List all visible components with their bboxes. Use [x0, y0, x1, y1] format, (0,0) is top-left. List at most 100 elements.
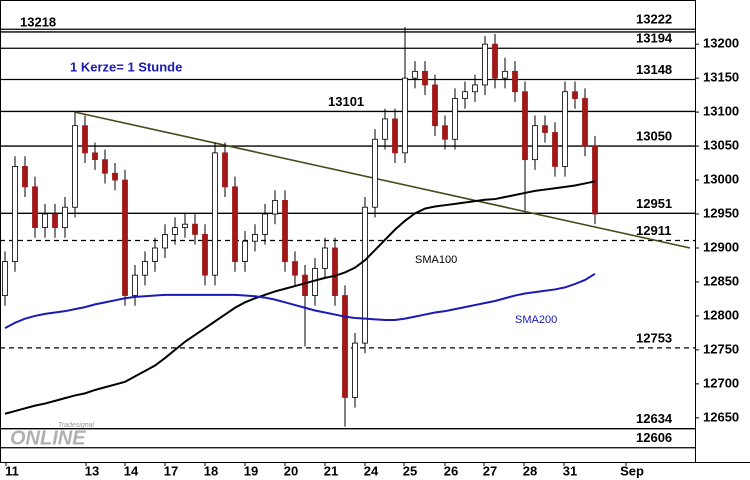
candle-body [512, 70, 518, 93]
trendline [74, 111, 691, 249]
candle-body [452, 98, 458, 140]
y-tick-label: 12750 [703, 341, 739, 356]
candle-body [282, 200, 288, 262]
x-tick-label: 31 [563, 463, 577, 478]
candle-body [492, 43, 498, 79]
candle-body [562, 91, 568, 167]
candle-body [432, 84, 438, 127]
candle-body [552, 132, 558, 167]
x-tick-label: 18 [204, 463, 218, 478]
candle-body [122, 179, 128, 296]
candle-body [152, 247, 158, 262]
candle-body [372, 138, 378, 208]
x-tick-label: 13 [85, 463, 99, 478]
candle-body [362, 206, 368, 344]
sma-line [4, 180, 596, 415]
annotation: 1 Kerze= 1 Stunde [70, 59, 182, 74]
level-label: 13148 [636, 62, 672, 77]
candle-body [472, 84, 478, 93]
x-tick-label: 26 [444, 463, 458, 478]
candle-body [592, 145, 598, 215]
y-tick-label: 13200 [703, 36, 739, 51]
candle-body [92, 152, 98, 161]
x-tick-label: 21 [324, 463, 338, 478]
candle-body [42, 213, 48, 229]
y-tick-label: 12900 [703, 239, 739, 254]
candle-body [332, 247, 338, 296]
candle-body [382, 118, 388, 140]
candle-body [212, 152, 218, 276]
x-tick-label: 17 [164, 463, 178, 478]
y-tick-label: 12950 [703, 205, 739, 220]
candle-body [402, 77, 408, 154]
candle-body [262, 213, 268, 235]
candle-body [482, 43, 488, 86]
level-label: 12634 [636, 411, 673, 426]
y-tick-label: 12700 [703, 375, 739, 390]
level-label: 12753 [636, 330, 672, 345]
x-tick-label: 19 [244, 463, 258, 478]
x-tick-label: 24 [364, 463, 379, 478]
candle-body [82, 125, 88, 154]
y-tick-label: 13150 [703, 70, 739, 85]
sma-line [4, 272, 596, 330]
series-label: SMA100 [415, 254, 457, 266]
candle-body [462, 91, 468, 99]
candle-body [162, 233, 168, 249]
candle-body [142, 261, 148, 276]
candle-body [22, 166, 28, 188]
level-label: 13218 [20, 14, 56, 29]
level-label: 12951 [636, 196, 672, 211]
candle-body [172, 227, 178, 235]
x-tick-label: 11 [5, 463, 19, 478]
candle-body [202, 233, 208, 276]
y-tick-label: 13000 [703, 171, 739, 186]
candle-body [72, 125, 78, 208]
y-tick-label: 12850 [703, 273, 739, 288]
x-tick-label: 28 [523, 463, 537, 478]
candle-body [132, 274, 138, 296]
x-tick-label: 14 [124, 463, 139, 478]
x-tick-label: 25 [403, 463, 417, 478]
x-tick-label: 20 [284, 463, 298, 478]
candle-body [182, 223, 188, 229]
y-tick-label: 13100 [703, 104, 739, 119]
level-label: 13101 [328, 94, 364, 109]
candle-body [32, 186, 38, 229]
candle-body [532, 125, 538, 161]
candle-body [322, 247, 328, 269]
logo: ONLINE [10, 427, 86, 449]
y-tick-label: 12650 [703, 409, 739, 424]
level-label: 13194 [636, 31, 673, 46]
candle-body [102, 159, 108, 174]
candle-body [582, 98, 588, 147]
x-tick-label: Sep [620, 463, 644, 478]
level-label: 13222 [636, 12, 672, 27]
candle-body [222, 152, 228, 188]
candle-body [2, 261, 8, 296]
y-tick-label: 12800 [703, 307, 739, 322]
candle-body [192, 223, 198, 235]
candle-body [342, 295, 348, 398]
level-label: 12911 [636, 223, 671, 238]
candle-body [302, 274, 308, 296]
candle-body [292, 261, 298, 276]
level-label: 12606 [636, 430, 672, 445]
x-tick-label: 27 [483, 463, 497, 478]
candle-body [272, 200, 278, 215]
candle-body [542, 125, 548, 133]
logo-small: Tradesignal [58, 422, 95, 429]
y-tick-label: 13050 [703, 138, 739, 153]
level-label: 13050 [636, 129, 672, 144]
candle-body [62, 206, 68, 229]
candle-body [442, 125, 448, 140]
candle-body [232, 186, 238, 262]
candle-body [12, 166, 18, 262]
series-label: SMA200 [515, 314, 557, 326]
candle-body [392, 118, 398, 154]
candle-body [252, 233, 258, 242]
candle-body [502, 70, 508, 79]
candle-body [242, 240, 248, 262]
candle-body [52, 213, 58, 229]
